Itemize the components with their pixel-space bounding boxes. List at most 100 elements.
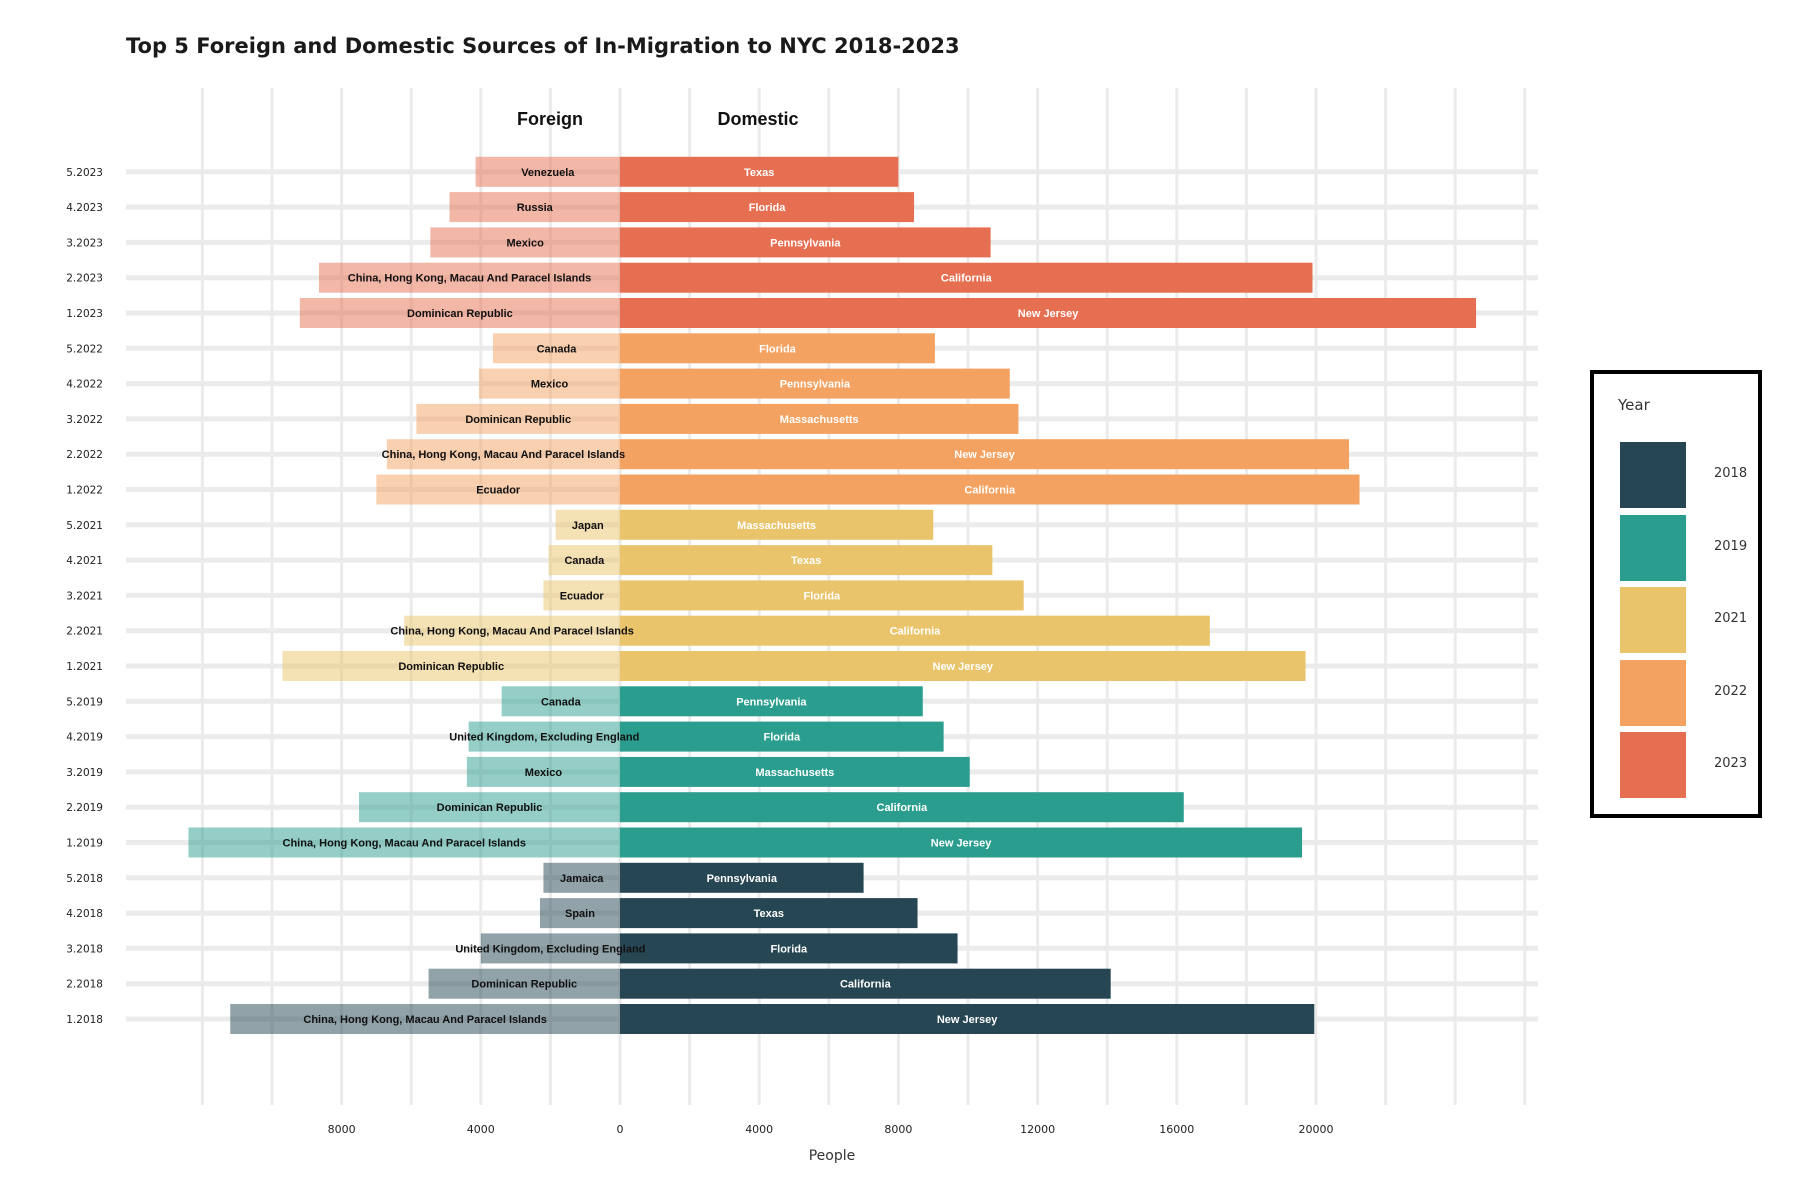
y-tick-label: 4.2018 [66,908,103,920]
bar-domestic [620,1004,1315,1034]
bar-foreign [548,545,620,576]
y-tick-label: 2.2019 [66,802,103,814]
bar-label-domestic: California [890,626,942,638]
bar-label-foreign: United Kingdom, Excluding England [449,732,639,744]
y-tick-label: 1.2022 [66,485,103,497]
x-tick-label: 16000 [1159,1123,1194,1136]
bar-foreign [230,1004,621,1034]
bar-domestic [620,933,958,964]
bar-foreign [479,368,620,399]
legend-swatch [1620,732,1686,798]
x-tick-label: 4000 [467,1123,495,1136]
legend-label: 2023 [1714,756,1748,771]
y-tick-label: 2.2021 [66,626,103,638]
bar-domestic [620,862,864,893]
bar-foreign [430,227,620,258]
bar-label-domestic: Massachusetts [755,767,834,779]
bar-foreign [480,933,620,964]
bar-label-foreign: Jamaica [560,873,604,885]
bar-label-foreign: China, Hong Kong, Macau And Paracel Isla… [283,838,526,850]
bar-label-foreign: China, Hong Kong, Macau And Paracel Isla… [382,449,625,461]
bar-domestic [620,227,991,258]
bar-label-domestic: Pennsylvania [770,237,841,249]
legend-label: 2022 [1714,683,1748,699]
bar-label-foreign: Spain [565,908,595,920]
bar-label-foreign: Dominican Republic [437,802,543,814]
bar-domestic [620,968,1111,999]
bar-label-foreign: Canada [541,696,582,708]
legend-title: Year [1618,396,1650,414]
bar-domestic [620,792,1184,823]
bar-label-foreign: Venezuela [521,167,575,179]
bar-label-domestic: Florida [759,343,797,355]
axis-layer: 1.2018 2.2018 3.2018 4.2018 5.2018 1.2019 2.20… [66,109,1333,1164]
bar-label-foreign: Canada [537,343,578,355]
legend-swatch [1620,587,1686,653]
y-tick-label: 3.2021 [66,590,103,602]
bar-domestic [620,156,899,187]
bar-foreign [555,509,620,540]
bar-label-domestic: Pennsylvania [707,873,778,885]
bar-label-foreign: Canada [564,555,605,567]
legend-swatch [1620,442,1686,508]
bar-domestic [620,651,1306,681]
y-tick-label: 2.2023 [66,273,103,285]
legend-item-2021: 2021 [1620,587,1750,653]
bar-domestic [620,721,944,752]
bar-domestic [620,827,1303,858]
y-tick-label: 4.2019 [66,732,103,744]
legend-label: 2021 [1714,611,1748,626]
bar-domestic [620,580,1024,611]
y-tick-label: 1.2018 [66,1014,103,1026]
y-tick-label: 5.2018 [66,873,103,885]
x-tick-label: 8000 [328,1123,356,1136]
bar-label-domestic: New Jersey [937,1014,998,1026]
bar-domestic [620,333,935,364]
y-tick-label: 1.2019 [66,838,103,850]
chart-title: Top 5 Foreign and Domestic Sources of In… [126,34,960,58]
legend-swatch [1620,659,1686,726]
x-tick-label: 12000 [1020,1123,1055,1136]
y-tick-label: 2.2022 [66,449,103,461]
bar-foreign [543,862,620,893]
bars-layer [188,156,1477,1034]
bar-foreign [543,580,620,611]
bar-label-domestic: New Jersey [933,661,994,673]
bar-foreign [359,792,620,823]
bar-label-domestic: Massachusetts [737,520,816,532]
bar-foreign [188,827,621,858]
bar-label-domestic: California [877,802,929,814]
bar-foreign [282,651,620,681]
bar-label-domestic: New Jersey [1018,308,1079,320]
bar-domestic [620,474,1360,505]
legend-item-2023: 2023 [1620,732,1750,798]
bar-foreign [501,686,620,717]
bar-label-domestic: Pennsylvania [780,379,851,391]
bar-label-foreign: Russia [517,202,554,214]
bar-label-domestic: Massachusetts [780,414,859,426]
x-tick-label: 20000 [1299,1123,1334,1136]
bar-label-foreign: Dominican Republic [471,979,577,991]
bar-foreign [376,474,620,505]
bar-label-domestic: Texas [754,908,784,920]
bar-label-domestic: Texas [791,555,821,567]
labels-layer: China, Hong Kong, Macau And Paracel Isla… [283,167,1080,1026]
y-tick-label: 5.2021 [66,520,103,532]
bar-label-foreign: China, Hong Kong, Macau And Paracel Isla… [390,626,633,638]
y-tick-label: 5.2022 [66,343,103,355]
bar-domestic [620,439,1350,470]
bar-label-foreign: Dominican Republic [407,308,513,320]
bar-label-domestic: Florida [763,732,801,744]
y-tick-label: 3.2022 [66,414,103,426]
bar-label-foreign: China, Hong Kong, Macau And Paracel Isla… [303,1014,546,1026]
bar-label-domestic: Florida [770,943,808,955]
bar-foreign [539,898,620,929]
bar-foreign [466,756,620,787]
bar-label-foreign: Japan [572,520,604,532]
bar-domestic [620,403,1019,434]
bar-foreign [404,615,620,646]
bar-foreign [318,262,620,293]
legend-swatch [1620,514,1686,581]
bar-foreign [386,439,620,470]
